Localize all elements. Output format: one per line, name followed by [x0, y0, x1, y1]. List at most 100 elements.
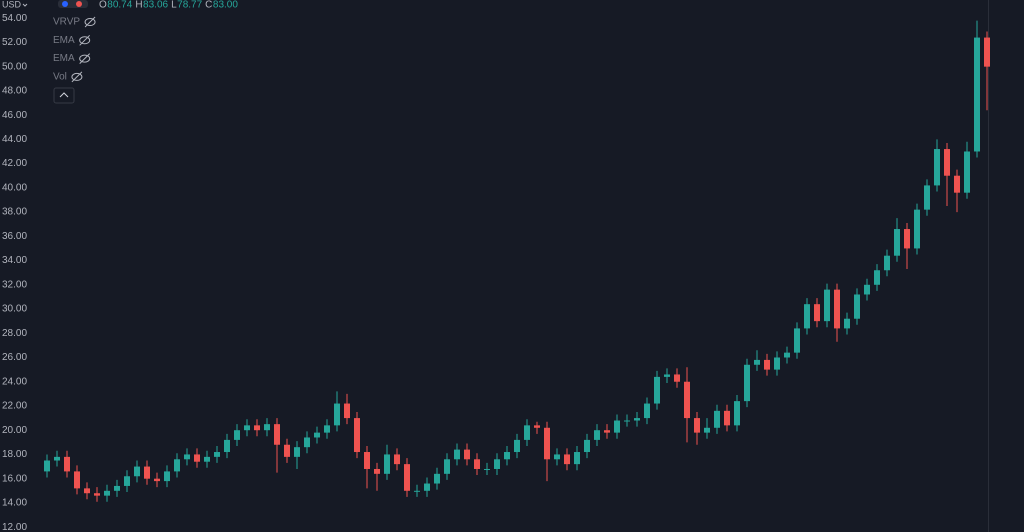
eye-slash	[71, 71, 83, 83]
candle-body	[914, 209, 920, 249]
candle-body	[174, 459, 180, 472]
y-tick-label: 28.00	[2, 328, 27, 339]
indicator-name: EMA	[53, 35, 75, 46]
pill-dot	[62, 1, 68, 7]
indicator-name: EMA	[53, 53, 75, 64]
candle-body	[284, 444, 290, 457]
dropdown-arrow	[22, 3, 28, 7]
candle-body	[534, 425, 540, 428]
visibility-toggle[interactable]	[79, 53, 91, 64]
indicator-name: VRVP	[53, 17, 80, 28]
collapse-button[interactable]	[53, 87, 75, 104]
y-tick-label: 38.00	[2, 207, 27, 218]
candle-body	[134, 466, 140, 477]
candle-body	[624, 420, 630, 422]
collapse-bg	[53, 87, 75, 104]
candle-body	[944, 149, 950, 176]
eye-icon	[71, 72, 83, 81]
currency-selector[interactable]: USD	[2, 0, 28, 9]
candle-body	[354, 418, 360, 453]
eye-icon	[79, 36, 91, 45]
legend-value: 83.00	[213, 0, 238, 11]
candle-body	[714, 410, 720, 428]
candle-body	[484, 468, 490, 470]
candle-body	[214, 452, 220, 457]
candle-body	[824, 289, 830, 322]
candle-body	[854, 294, 860, 319]
candle-body	[234, 430, 240, 440]
pill-dot	[76, 1, 82, 7]
eye-icon	[84, 18, 96, 26]
candle-body	[504, 452, 510, 460]
candle-body	[864, 284, 870, 295]
candle-body	[104, 490, 110, 496]
candle-body	[984, 37, 990, 67]
candle-body	[674, 374, 680, 382]
candle-body	[554, 454, 560, 460]
candle-body	[394, 454, 400, 465]
candle-body	[434, 473, 440, 484]
candle-body	[874, 270, 880, 285]
ohlc-legend: O 80.74 H 83.06 L 78.77 C 83.00	[99, 0, 238, 11]
candle-body	[154, 478, 160, 482]
candle-body	[44, 460, 50, 472]
y-tick-label: 12.00	[2, 522, 27, 532]
candle-body	[594, 430, 600, 440]
symbol-pill[interactable]	[58, 0, 88, 8]
y-tick-label: 48.00	[2, 86, 27, 97]
y-tick-label: 46.00	[2, 110, 27, 121]
legend-value: 83.06	[143, 0, 168, 11]
candle-body	[904, 229, 910, 249]
visibility-toggle[interactable]	[79, 34, 91, 46]
candle-body	[894, 229, 900, 256]
visibility-toggle[interactable]	[84, 16, 96, 28]
candle-body	[124, 476, 130, 486]
candle-body	[884, 255, 890, 271]
y-tick-label: 54.00	[2, 13, 27, 24]
indicator-list: VRVP EMA EMA Vol	[53, 16, 96, 83]
candle-body	[194, 454, 200, 462]
candle-body	[54, 456, 60, 461]
candle-body	[774, 357, 780, 370]
candle-body	[254, 425, 260, 431]
candle-body	[844, 318, 850, 329]
candle-body	[474, 459, 480, 469]
candle-body	[684, 381, 690, 419]
eye-slash	[84, 16, 96, 28]
y-tick-label: 32.00	[2, 279, 27, 290]
candle-body	[184, 454, 190, 460]
visibility-toggle[interactable]	[71, 71, 83, 83]
candle-body	[734, 401, 740, 426]
candle-body	[604, 430, 610, 433]
candle-body	[934, 149, 940, 186]
candle-body	[514, 439, 520, 453]
candle-body	[314, 432, 320, 438]
eye-slash	[79, 53, 91, 64]
candle-body	[794, 328, 800, 353]
plot	[44, 20, 990, 502]
collapse-icon	[59, 92, 69, 98]
candle-body	[644, 403, 650, 419]
y-tick-label: 22.00	[2, 401, 27, 412]
candle-body	[64, 456, 70, 472]
y-tick-label: 50.00	[2, 61, 27, 72]
candle-body	[924, 185, 930, 210]
indicator-name: Vol	[53, 72, 67, 83]
candle-body	[704, 427, 710, 433]
candle-body	[424, 483, 430, 491]
candle-body	[74, 471, 80, 489]
legend-value: 78.77	[177, 0, 202, 11]
candle-body	[414, 490, 420, 492]
candle-body	[304, 437, 310, 448]
candle-body	[954, 175, 960, 193]
candle-body	[724, 410, 730, 426]
candle-body	[814, 304, 820, 322]
candle-body	[404, 464, 410, 491]
candle-body	[974, 37, 980, 152]
y-tick-label: 52.00	[2, 37, 27, 48]
legend-key: C	[205, 0, 212, 11]
candle-body	[494, 459, 500, 469]
candle-body	[834, 289, 840, 329]
